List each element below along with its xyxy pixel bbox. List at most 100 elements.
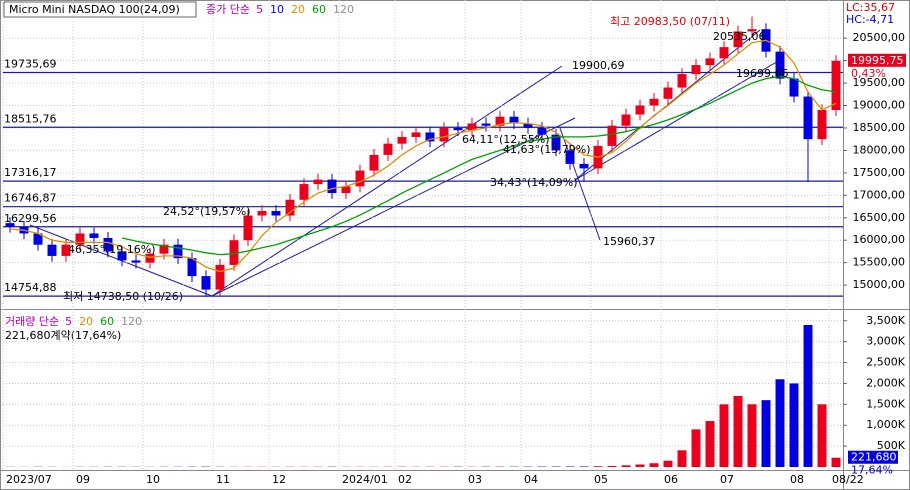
- candle-body: [47, 244, 57, 256]
- candle-body: [747, 29, 757, 32]
- candle-body: [775, 51, 785, 79]
- y-tick-label: 3,500K: [866, 314, 905, 327]
- y-tick-label: 19500,00: [853, 76, 906, 89]
- candle-body: [75, 233, 85, 245]
- y-tick-label: 1,000K: [866, 418, 905, 431]
- last-price-tag: [848, 53, 906, 67]
- y-tick-label: 2,500K: [866, 356, 905, 369]
- volume-bar: [733, 395, 743, 467]
- candle-body: [5, 223, 15, 227]
- y-tick-label: 18500,00: [853, 121, 906, 134]
- annotation: 19900,69: [572, 59, 625, 72]
- candle-body: [733, 31, 743, 48]
- reference-label: 17316,17: [4, 166, 57, 179]
- candle-body: [495, 116, 505, 126]
- candle-body: [789, 78, 799, 97]
- last-volume-pct: 17,64%: [851, 464, 893, 477]
- volume-bar: [621, 465, 631, 467]
- y-tick-label: 3,000K: [866, 335, 905, 348]
- candle-body: [509, 116, 519, 124]
- trend-line: [29, 224, 213, 297]
- candle-body: [481, 123, 491, 126]
- lc-label: LC:35,67: [846, 1, 895, 14]
- candle-body: [271, 211, 281, 216]
- volume-bar: [635, 464, 645, 467]
- moving-average: [9, 39, 837, 273]
- volume-bar: [607, 465, 617, 467]
- legend-item: 120: [333, 3, 354, 16]
- annotation: 64,11°(12,55%): [462, 133, 550, 146]
- candle-body: [299, 184, 309, 200]
- volume-summary: 221,680계약(17,64%): [5, 328, 121, 342]
- legend-item: 20: [79, 315, 93, 328]
- y-tick-label: 2,000K: [866, 376, 905, 389]
- volume-bar: [663, 460, 673, 467]
- candle-body: [103, 237, 113, 252]
- y-tick-label: 20500,00: [853, 31, 906, 44]
- volume-bar: [649, 463, 659, 467]
- candle-body: [677, 74, 687, 88]
- candle-body: [817, 110, 827, 140]
- candle-body: [285, 199, 295, 216]
- volume-bar: [761, 400, 771, 467]
- x-tick-label: 2023/07: [6, 473, 52, 486]
- legend-item: 10: [270, 3, 284, 16]
- candle-body: [187, 258, 197, 277]
- annotation: 15960,37: [603, 235, 656, 248]
- volume-bar: [593, 466, 603, 467]
- trend-line: [574, 59, 781, 181]
- candle-body: [453, 127, 463, 131]
- volume-bar: [691, 429, 701, 467]
- volume-bar: [705, 421, 715, 467]
- candle-body: [89, 233, 99, 238]
- title-box: [3, 1, 197, 18]
- trend-line: [559, 127, 601, 241]
- candle-body: [33, 233, 43, 245]
- legend-title: 거래량 단순: [5, 315, 59, 328]
- legend-item: 120: [121, 315, 142, 328]
- x-tick-label: 08: [790, 473, 804, 486]
- annotation: 19699,66: [736, 67, 789, 80]
- y-tick-label: 18000,00: [853, 143, 906, 156]
- volume-bar: [831, 457, 841, 467]
- legend-item: 5: [65, 315, 72, 328]
- y-tick-label: 15000,00: [853, 278, 906, 291]
- candle-body: [341, 186, 351, 194]
- annotation: 34,43°(14,09%): [490, 176, 578, 189]
- candle-body: [565, 150, 575, 164]
- y-tick-label: 1,500K: [866, 397, 905, 410]
- volume-bar: [719, 404, 729, 467]
- annotation: 46,35°(19,16%): [68, 243, 156, 256]
- candle-body: [117, 251, 127, 261]
- candle-body: [425, 132, 435, 142]
- candle-body: [327, 179, 337, 194]
- candle-body: [649, 98, 659, 106]
- x-tick-label: 11: [216, 473, 230, 486]
- high-note: 최고 20983,50 (07/11): [610, 15, 730, 28]
- annotation: 20535,06: [713, 30, 766, 43]
- candle-body: [131, 260, 141, 263]
- candle-body: [467, 123, 477, 131]
- legend-item: 60: [100, 315, 114, 328]
- candle-body: [215, 264, 225, 290]
- y-tick-label: 16500,00: [853, 211, 906, 224]
- candle-body: [719, 47, 729, 59]
- annotation: 41,63°(13,79%): [503, 143, 591, 156]
- volume-bar: [803, 324, 813, 467]
- legend-item: 60: [312, 3, 326, 16]
- y-tick-label: 16000,00: [853, 233, 906, 246]
- candle-body: [397, 136, 407, 144]
- legend-item: 5: [256, 3, 263, 16]
- volume-bar: [789, 383, 799, 467]
- candle-body: [663, 87, 673, 99]
- reference-label: 18515,76: [4, 112, 57, 125]
- last-volume-tag: [848, 450, 898, 464]
- candle-body: [537, 127, 547, 135]
- candle-body: [621, 114, 631, 126]
- candle-body: [257, 211, 267, 216]
- reference-label: 16299,56: [4, 212, 57, 225]
- volume-bar: [579, 466, 589, 467]
- hc-label: HC:-4,71: [846, 13, 894, 26]
- candle-body: [173, 244, 183, 259]
- candle-body: [579, 163, 589, 169]
